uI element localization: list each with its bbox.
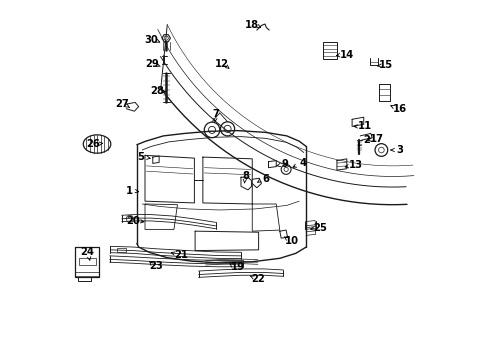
Text: 24: 24 bbox=[81, 247, 94, 257]
Text: 14: 14 bbox=[339, 50, 353, 60]
Text: 7: 7 bbox=[212, 109, 219, 119]
Text: 5: 5 bbox=[137, 152, 143, 162]
Text: 30: 30 bbox=[144, 35, 158, 45]
Text: 16: 16 bbox=[392, 104, 406, 114]
Text: 23: 23 bbox=[149, 261, 163, 271]
Text: 9: 9 bbox=[281, 159, 288, 170]
Text: 26: 26 bbox=[86, 139, 100, 149]
Text: 11: 11 bbox=[357, 121, 371, 131]
Text: 27: 27 bbox=[115, 99, 128, 109]
Bar bbox=[79, 258, 96, 265]
Text: 2: 2 bbox=[362, 135, 369, 145]
Text: 19: 19 bbox=[230, 262, 244, 273]
Text: 25: 25 bbox=[313, 222, 326, 233]
Bar bbox=[117, 248, 125, 252]
Text: 18: 18 bbox=[244, 20, 259, 30]
Text: 4: 4 bbox=[299, 158, 305, 168]
Text: 21: 21 bbox=[174, 250, 187, 260]
Text: 29: 29 bbox=[145, 59, 159, 69]
Text: 8: 8 bbox=[242, 171, 248, 181]
Text: 6: 6 bbox=[262, 174, 268, 184]
Text: 20: 20 bbox=[126, 216, 140, 226]
Bar bbox=[322, 42, 336, 59]
Text: 28: 28 bbox=[150, 86, 163, 96]
Text: 10: 10 bbox=[285, 236, 299, 246]
Text: 1: 1 bbox=[126, 186, 133, 195]
Text: 12: 12 bbox=[214, 59, 228, 69]
Text: 15: 15 bbox=[378, 60, 392, 70]
Text: 22: 22 bbox=[251, 274, 265, 284]
Text: 13: 13 bbox=[348, 160, 362, 170]
Text: 3: 3 bbox=[395, 145, 402, 155]
Text: 17: 17 bbox=[369, 134, 383, 144]
